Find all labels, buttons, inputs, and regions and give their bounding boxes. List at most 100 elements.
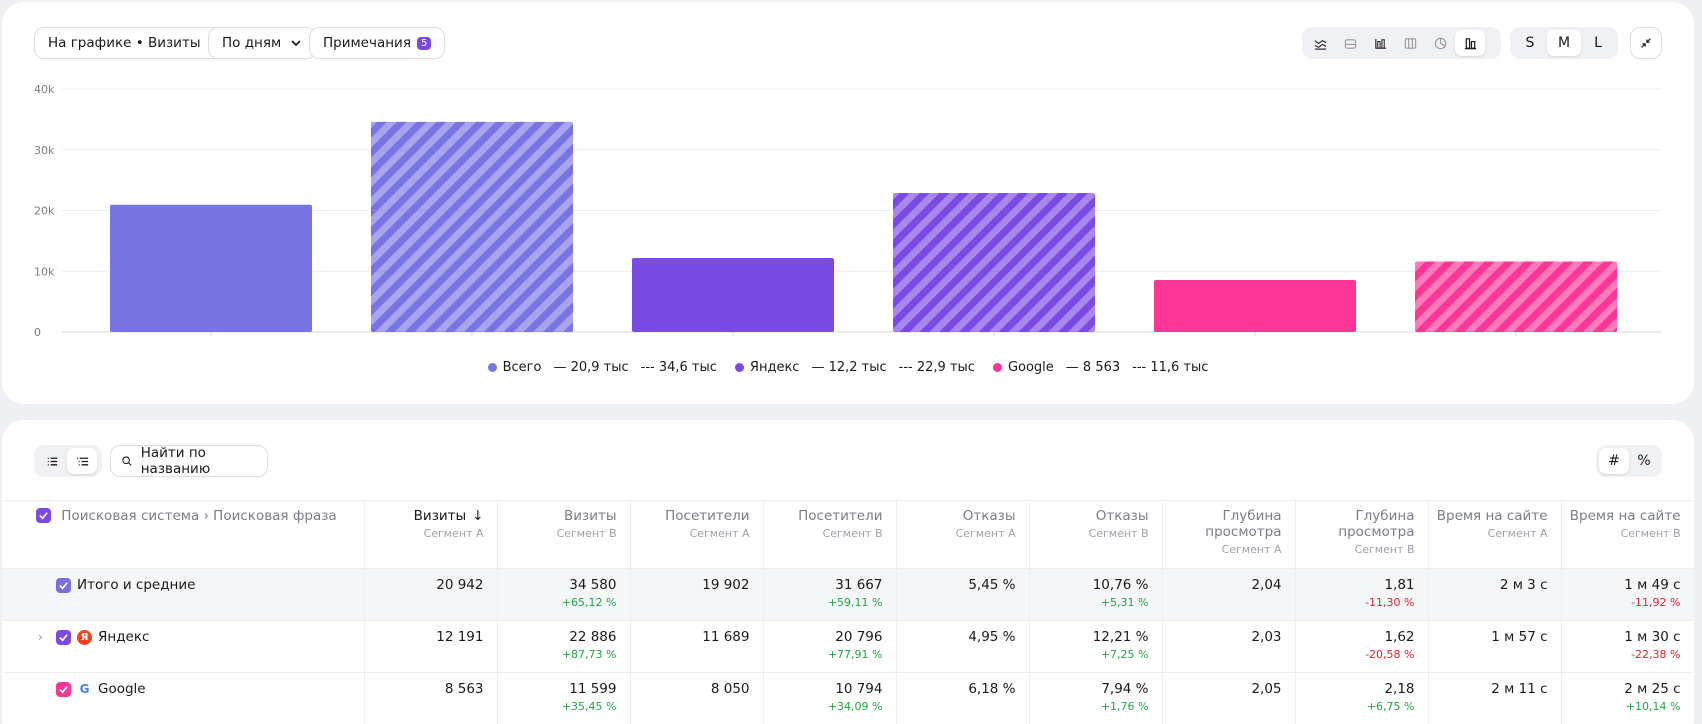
chart-size-switcher: S M L [1510, 27, 1618, 59]
chart-type-area-button[interactable] [1335, 30, 1365, 56]
bar-google-segment-b[interactable] [1415, 261, 1617, 332]
select-all-checkbox[interactable] [36, 508, 51, 523]
legend-dot [487, 363, 497, 372]
metric-diff: +5,31 % [1100, 596, 1149, 609]
metric-cell: 19 902 [630, 568, 764, 621]
flat-list-button[interactable] [37, 448, 67, 474]
column-header[interactable]: Визиты ↓ Сегмент А [364, 500, 498, 569]
collapse-chart-button[interactable] [1630, 27, 1662, 59]
metric-cell: 7,94 % +1,76 % [1029, 672, 1163, 724]
table-row[interactable]: G Google 8 563 11 599 +35,45 % 8 050 10 794 +34… [2, 672, 1694, 724]
chart-type-columns-button[interactable] [1395, 30, 1425, 56]
metric-cell: 1,81 -11,30 % [1295, 568, 1429, 621]
bar-яндекс-segment-b[interactable] [893, 192, 1095, 332]
metric-value: 2 м 11 с [1491, 681, 1548, 697]
column-segment: Сегмент B [1088, 527, 1149, 540]
dimension-cell[interactable]: › Я Яндекс [2, 620, 365, 673]
column-segment: Сегмент А [955, 527, 1016, 540]
chart-type-bar-button[interactable] [1365, 30, 1395, 56]
metric-diff: +65,12 % [561, 596, 617, 609]
row-checkbox[interactable] [56, 629, 71, 645]
report-table: Поисковая система › Поисковая фраза Визи… [2, 500, 1694, 724]
legend-series-name: Яндекс [749, 360, 800, 375]
metric-diff: -22,38 % [1631, 648, 1681, 661]
metric-diff: -11,30 % [1365, 596, 1415, 609]
list-view-switcher [34, 445, 102, 477]
tree-list-button[interactable] [67, 448, 97, 474]
column-header[interactable]: Посетители Сегмент А [630, 500, 764, 569]
metric-value: 1,81 [1384, 577, 1415, 593]
dimension-header-label: Поисковая система › Поисковая фраза [61, 508, 337, 524]
metric-cell: 8 563 [364, 672, 498, 724]
metric-diff: +34,09 % [827, 700, 883, 713]
legend-item-yandex[interactable]: Яндекс — 12,2 тыс --- 22,9 тыс [734, 360, 975, 375]
metric-diff: +1,76 % [1100, 700, 1149, 713]
column-segment: Сегмент А [689, 527, 750, 540]
column-title: Отказы [1095, 508, 1149, 524]
column-title: Время на сайте [1569, 508, 1681, 524]
row-checkbox[interactable] [56, 681, 71, 697]
sort-desc-icon: ↓ [472, 508, 484, 524]
google-logo-icon: G [79, 682, 90, 696]
legend-item-total[interactable]: Всего — 20,9 тыс --- 34,6 тыс [487, 360, 717, 375]
column-segment: Сегмент А [1487, 527, 1548, 540]
bar-google-segment-a[interactable] [1154, 279, 1356, 332]
table-row[interactable]: Итого и средние 20 942 34 580 +65,12 % 19 90… [2, 568, 1694, 621]
column-header[interactable]: Визиты Сегмент B [497, 500, 631, 569]
metric-diff: +77,91 % [827, 648, 883, 661]
dimension-cell[interactable]: G Google [2, 672, 365, 724]
dimension-header[interactable]: Поисковая система › Поисковая фраза [2, 500, 365, 569]
size-m-button[interactable]: M [1547, 30, 1581, 56]
chart-type-pie-button[interactable] [1425, 30, 1455, 56]
grouped-bar-icon [1464, 37, 1476, 49]
column-header[interactable]: Отказы Сегмент А [896, 500, 1030, 569]
legend-series-name: Всего [502, 360, 542, 375]
metric-diff: +6,75 % [1366, 700, 1415, 713]
chart-type-switcher [1302, 27, 1501, 59]
column-header[interactable]: Глубина просмотра Сегмент А [1162, 500, 1296, 569]
metric-value: 12,21 % [1092, 629, 1149, 645]
bar-яндекс-segment-a[interactable] [632, 257, 834, 332]
column-header[interactable]: Время на сайте Сегмент А [1428, 500, 1562, 569]
column-header[interactable]: Глубина просмотра Сегмент B [1295, 500, 1429, 569]
metric-value: 2,03 [1251, 629, 1282, 645]
table-row[interactable]: › Я Яндекс 12 191 22 886 +87,73 % 11 689 20 796… [2, 620, 1694, 673]
chart-type-grouped-bar-button[interactable] [1455, 30, 1485, 56]
column-title: Отказы [962, 508, 1016, 524]
chart-type-line-button[interactable] [1305, 30, 1335, 56]
metric-cell: 10 794 +34,09 % [763, 672, 897, 724]
metric-value: 6,18 % [968, 681, 1016, 697]
column-header[interactable]: Отказы Сегмент B [1029, 500, 1163, 569]
column-header[interactable]: Посетители Сегмент B [763, 500, 897, 569]
value-mode-switcher: # % [1596, 445, 1662, 477]
bar-всего-segment-a[interactable] [110, 204, 312, 332]
bar-всего-segment-b[interactable] [371, 121, 573, 332]
notes-button[interactable]: Примечания 5 [309, 27, 446, 59]
metric-value: 22 886 [569, 629, 617, 645]
column-segment: Сегмент B [556, 527, 617, 540]
grouping-dropdown[interactable]: По дням [208, 27, 318, 59]
metric-value: 5,45 % [968, 577, 1016, 593]
bar-chart: 0 10k 20k 30k 40k [34, 83, 1662, 339]
size-s-button[interactable]: S [1525, 35, 1535, 51]
dimension-cell[interactable]: Итого и средние [2, 568, 365, 621]
metric-value: 34 580 [569, 577, 617, 593]
column-title: Визиты [563, 508, 617, 524]
size-l-button[interactable]: L [1594, 35, 1602, 51]
row-name: Итого и средние [77, 577, 196, 593]
search-input[interactable]: Найти по названию [110, 445, 268, 477]
metric-value: 20 942 [436, 577, 484, 593]
metric-cell: 31 667 +59,11 % [763, 568, 897, 621]
metric-cell: 8 050 [630, 672, 764, 724]
metric-diff: +59,11 % [827, 596, 883, 609]
legend-item-google[interactable]: Google — 8 563 --- 11,6 тыс [992, 360, 1208, 375]
column-header[interactable]: Время на сайте Сегмент B [1561, 500, 1694, 569]
metric-cell: 2 м 11 с [1428, 672, 1562, 724]
chart-metric-dropdown[interactable]: На графике • Визиты [34, 27, 237, 59]
metric-value: 1 м 49 с [1624, 577, 1681, 593]
row-checkbox[interactable] [56, 577, 71, 593]
metric-value: 1 м 57 с [1491, 629, 1548, 645]
percent-values-button[interactable]: % [1637, 453, 1651, 469]
absolute-values-button[interactable]: # [1599, 448, 1629, 474]
expand-row-icon[interactable]: › [38, 630, 43, 644]
